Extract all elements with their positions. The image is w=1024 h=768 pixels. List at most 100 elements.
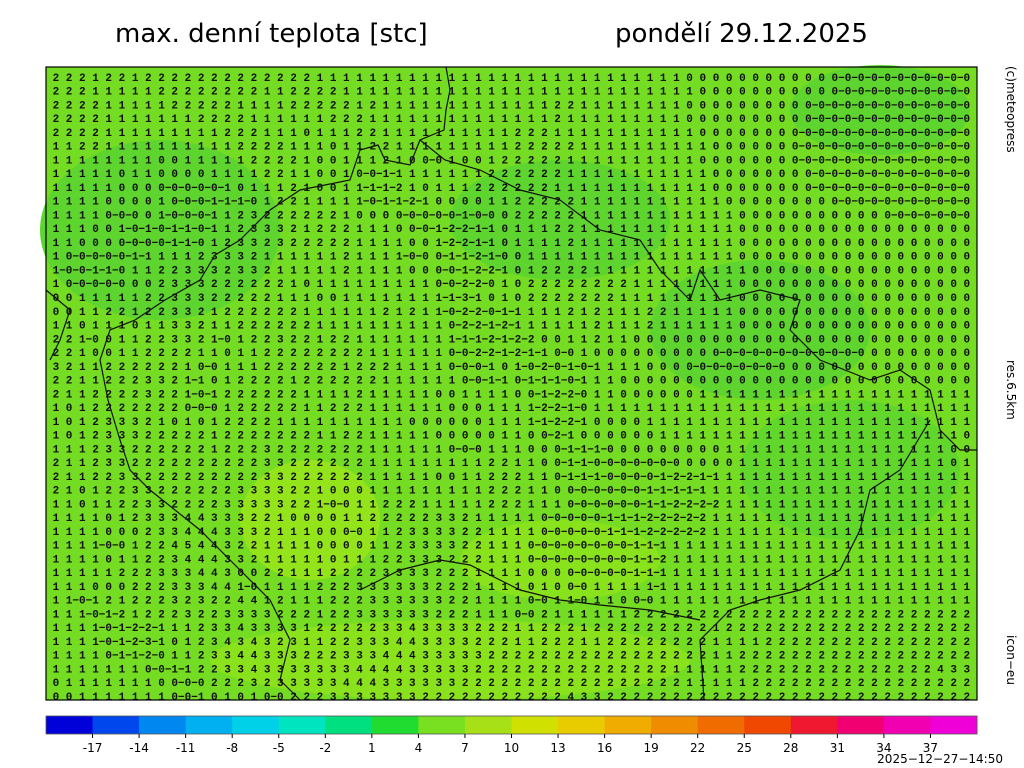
colorbar-segment (418, 716, 466, 734)
value-row: 1 1 1 1 1 0 0 0 0−0−0−0−0−1 0 1 1 1 2 1 … (46, 183, 970, 195)
colorbar-tick-label: -2 (319, 741, 331, 755)
value-row: 1 1 0 1 1 2 2 3 3 2 2 2 2 3 3 3 3 3 2 2 … (46, 499, 971, 511)
colorbar-tick-label: 10 (504, 741, 519, 755)
colorbar-segment (558, 716, 606, 734)
colorbar-tick-label: 4 (415, 741, 423, 755)
copyright-label: (c)meteopress (1004, 66, 1018, 153)
colorbar-tick-label: 13 (550, 741, 565, 755)
value-row: 2 2 2 2 1 1 1 1 1 1 1 2 2 2 2 1 1 1 1 1 … (46, 114, 970, 126)
colorbar-segment (464, 716, 512, 734)
colorbar-segment (278, 716, 326, 734)
cold-area (790, 65, 970, 155)
value-row: 1 1 1 1 0 0 0 0 1 0−0−0−1−1−1−0 1 2 2 1 … (46, 197, 970, 209)
colorbar-tick-label: 34 (876, 741, 891, 755)
cold-area (650, 260, 870, 400)
colorbar-tick-label: 19 (644, 741, 659, 755)
country-border (359, 559, 701, 621)
warm-area (210, 620, 690, 700)
resolution-label: res.6.5km (1004, 360, 1018, 420)
colorbar-tick-label: 25 (737, 741, 752, 755)
value-row: 2 1 1 2 2 2 2 3 2 2 1−0−1 2 2 2 2 2 2 1 … (46, 389, 971, 401)
value-row: 1 1 0 0 0 0−0−0−0−1−1−0 1 2 3 3 2 3 2 2 … (46, 238, 970, 250)
colorbar-tick-label: -5 (273, 741, 285, 755)
colorbar-segment (744, 716, 792, 734)
timestamp: 2025−12−27−14:50 (877, 752, 1003, 766)
colorbar-segment (883, 716, 931, 734)
value-row: 2 2 1−0 0 1 1 2 2 3 3 2 1−0 1 2 2 3 2 2 … (46, 334, 970, 346)
value-row: 1−0−0−1−1−0 1 1 2 2 3 3 3 2 3 3 2 1 1 1 … (46, 265, 970, 277)
value-row: 2 2 2 2 1 1 1 1 1 1 1 1 1 2 2 2 1 1 1 0 … (46, 128, 970, 140)
value-row: 1 0−0−0−0−0 0 0 2 3 3 3 2 2 2 2 2 2 1 0 … (46, 279, 970, 291)
colorbar-segment (139, 716, 187, 734)
warm-area (240, 460, 380, 580)
colorbar-tick-label: 22 (690, 741, 705, 755)
colorbar-segment (604, 716, 652, 734)
colorbar-segment (837, 716, 885, 734)
colorbar-segment (651, 716, 699, 734)
value-row: 2 2 2 2 1 1 1 1 1 2 2 2 2 2 1 1 1 1 2 2 … (46, 100, 970, 112)
colorbar-tick-label: 1 (368, 741, 376, 755)
value-row: 2 2 1 0 0 1 1 2 2 2 2 1 1 0 1 1 2 2 2 2 … (46, 348, 970, 360)
value-row: 1 0 1 2 3 3 3 2 1 0 1 0 1 2 2 2 2 1 1 1 … (46, 417, 971, 429)
value-row: 1 1 1 1−0−1−2−3−1 0 1 2 3 4 3 4 3 2 3 1 … (46, 637, 970, 649)
value-row: 2 1 1 2 2 3 3 2 2 2 2 2 2 2 2 2 3 3 2 2 … (46, 472, 971, 484)
value-row: 1 1 0 1 1 1 0 1 1 3 3 2 1 1 2 2 2 2 2 2 … (46, 321, 970, 333)
cold-area (40, 140, 280, 320)
value-row: 1 0−0−0−0−0−1−1 1 1 1 2 3 3 3 2 1 1 1 1 … (46, 252, 970, 264)
model-label: icon−eu (1004, 635, 1018, 685)
value-row: 1 1 2 2 1 1 1 1 1 1 1 1 1 1 2 2 2 2 1 1 … (46, 142, 970, 154)
country-border (45, 289, 71, 361)
value-row: 2 2 2 1 2 2 1 2 2 2 2 2 2 2 2 2 2 2 2 2 … (46, 73, 970, 85)
colorbar-tick-label: -8 (226, 741, 238, 755)
country-border (99, 66, 451, 701)
colorbar-tick-label: -14 (129, 741, 149, 755)
colorbar-segment (371, 716, 419, 734)
colorbar-segment (46, 716, 94, 734)
colorbar-segment (232, 716, 280, 734)
value-row: 2 2 2 1 1 1 1 1 2 2 2 2 2 2 2 2 1 1 2 2 … (46, 87, 970, 99)
map-title: max. denní teplota [stc] (115, 19, 428, 49)
value-row: 2 2 1 1 2 2 2 3 3 2 1−1 0 1 2 2 2 2 1 2 … (46, 376, 970, 388)
map-date: pondělí 29.12.2025 (615, 19, 868, 49)
value-row: 1 1 1 1 0−0−0 0 1−0−0−0−1 1 2 3 2 2 2 2 … (46, 210, 970, 222)
warm-area (460, 520, 660, 600)
value-row: 1 1 1 0 0 1−0−1−0−1−1−0−1 1 2 3 3 3 2 1 … (46, 224, 970, 236)
value-row: 1 1 1 0 0 0 2 2 2 3 3 3 4 4 1−0 1 1 1 1 … (46, 582, 971, 594)
value-row: 1 1 1 1 1 1 1 1 0 0 1 1 1 1 1 2 2 2 2 1 … (46, 155, 970, 167)
value-row: 1 1 1 1 1 0 1 1 0 0 0 0 1 1 1 1 2 2 1 1 … (46, 169, 970, 181)
value-grid: 2 2 2 1 2 2 1 2 2 2 2 2 2 2 2 2 2 2 2 2 … (46, 73, 971, 704)
map-frame (45, 66, 978, 701)
value-row: 2 1 1 2 3 3 2 2 2 2 2 2 2 2 2 2 3 3 2 2 … (46, 458, 971, 470)
colorbar-tick-label: 28 (783, 741, 798, 755)
colorbar-segment (697, 716, 745, 734)
colorbar-segment (511, 716, 559, 734)
value-row: 1 1 1 1−0−0 1 2 2 4 5 4 4 3 2 2 1 1 1 1 … (46, 541, 971, 553)
country-border (419, 139, 977, 451)
country-border (699, 419, 931, 701)
cold-area (450, 160, 670, 280)
colorbar-tick-label: 31 (830, 741, 845, 755)
value-row: 1 1 1 1−0−1−2−2−1 1 1 2 3 3 4 3 3 3 3 1 … (46, 623, 970, 635)
map-area: 2 2 2 1 2 2 1 2 2 2 2 2 2 2 2 2 2 2 2 2 … (40, 65, 978, 704)
value-row: 0 0 1 1 2 2 1 2 2 3 3 2 1 2 2 2 2 2 2 1 … (46, 307, 970, 319)
value-row: 0 0 1 1 1 1 1 1 1 0−0−1 0 1 0 1 0−0 2 2 … (46, 692, 970, 704)
colorbar-tick-label: -11 (176, 741, 196, 755)
value-row: 0 0 1 1 1 1 1 2 2 3 3 3 2 2 2 2 2 1 1 1 … (46, 293, 970, 305)
colorbar-segment (185, 716, 233, 734)
value-row: 1 1 1 1 0 0 0 2 3 3 4 4 4 3 3 3 2 1 1 1 … (46, 527, 971, 539)
value-row: 1 1 1 2 3 3 2 2 2 2 2 2 1 2 2 2 3 2 2 2 … (46, 444, 970, 456)
value-row: 2 1 0 1 2 2 3 3 2 2 2 2 2 2 3 3 3 3 2 2 … (46, 486, 971, 498)
value-row: 1 0 1 2 3 3 3 2 2 2 2 2 1 2 2 2 2 2 2 2 … (46, 431, 970, 443)
value-row: 1 1 1 1 1 1 1 0−0−1−1 2 2 3 3 4 3 3 3 3 … (46, 664, 971, 676)
value-row: 0 1 1 1 1 1 1 1 0 0−0−0 2 2 2 3 2 3 3 3 … (46, 678, 970, 690)
colorbar-segment (92, 716, 140, 734)
value-row: 1 1 1−0−1−2 1 2 2 2 3 2 2 3 3 3 3 2 2 2 … (46, 609, 970, 621)
value-row: 1 1 1 1 0−1−1−2−0 1 1 2 3 3 4 4 3 3 3 2 … (46, 651, 970, 663)
cold-area (740, 400, 960, 540)
colorbar-segment (930, 716, 978, 734)
value-row: 1 1 1 1 0 1 2 3 3 3 4 4 3 3 3 2 2 1 0 0 … (46, 513, 971, 525)
colorbar: -17 -14 -11 -8 -5 -2 1 4 7 10 13 16 19 22 25 28 31 34 37 (45, 715, 978, 755)
value-row: 3 2 1 1 2 2 2 2 2 2 1 0−0 1 1 1 2 2 2 2 … (46, 362, 970, 374)
